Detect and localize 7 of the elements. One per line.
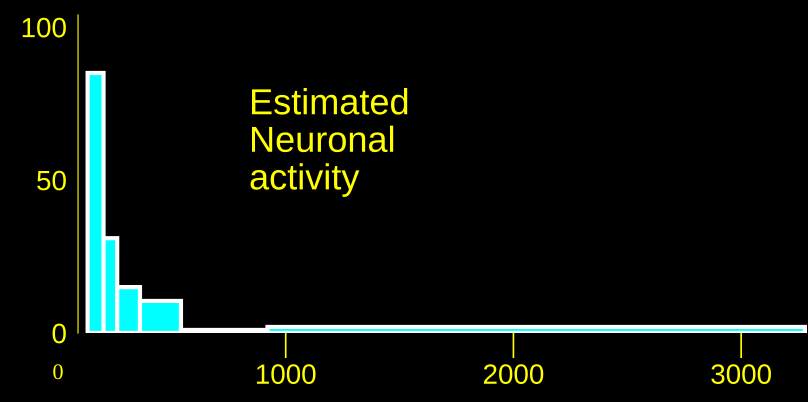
y-tick-label: 100 — [22, 18, 66, 38]
x-tick-label: 2000 — [484, 364, 544, 384]
annotation: Estimated Neuronal activity — [250, 88, 408, 197]
x-tick-label: 3000 — [711, 364, 771, 384]
y-tick-label: 0 — [52, 324, 66, 344]
x-tick-label: 1000 — [256, 364, 316, 384]
y-tick-label: 50 — [37, 170, 66, 190]
